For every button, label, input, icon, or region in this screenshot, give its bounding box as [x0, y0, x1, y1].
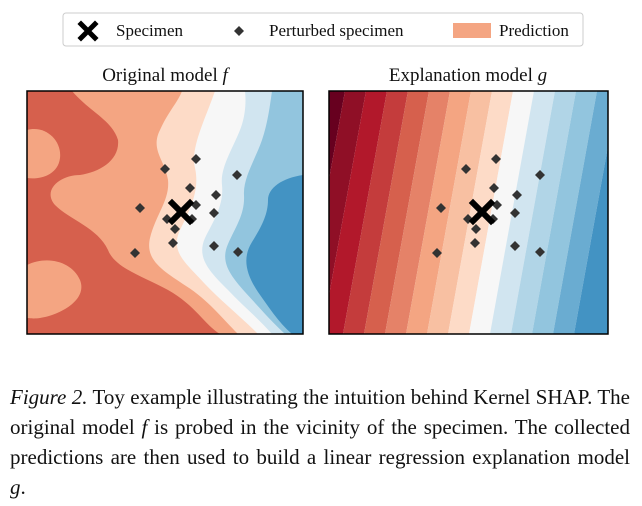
sample-diamond-icon [489, 183, 499, 193]
original-model-plot [27, 91, 303, 334]
original-model-frame [26, 90, 304, 335]
prediction-swatch-icon [453, 23, 491, 38]
specimen-x-icon [77, 20, 99, 42]
sample-diamond-icon [232, 170, 242, 180]
sample-diamond-icon [185, 183, 195, 193]
explanation-model-frame [328, 90, 609, 335]
caption-label: Figure 2. [10, 385, 88, 409]
caption-symbol-f: f [141, 415, 148, 439]
caption-text-2: is probed in the vicinity of the specime… [10, 415, 630, 469]
panel-title-original: Original model f [102, 65, 230, 86]
sample-diamond-icon [209, 208, 219, 218]
figure-illustration: Specimen Perturbed specimen Prediction O… [26, 12, 609, 335]
legend: Specimen Perturbed specimen Prediction [62, 12, 584, 47]
panel-title-explanation: Explanation model g [389, 65, 547, 86]
legend-label-prediction: Prediction [499, 21, 569, 40]
perturbed-diamond-icon [234, 26, 244, 36]
specimen-x-icon [468, 198, 496, 226]
sample-diamond-icon [209, 241, 219, 251]
sample-diamond-icon [135, 203, 145, 213]
sample-diamond-icon [170, 224, 180, 234]
figure-caption: Figure 2. Toy example illustrating the i… [10, 382, 630, 502]
sample-diamond-icon [510, 208, 520, 218]
sample-diamond-icon [512, 190, 522, 200]
caption-symbol-g: g [10, 475, 21, 499]
legend-label-perturbed: Perturbed specimen [269, 21, 404, 40]
caption-text-1: Toy example illustrating the intuition b… [10, 385, 630, 439]
sample-diamond-icon [470, 238, 480, 248]
sample-diamond-icon [211, 190, 221, 200]
sample-diamond-icon [168, 238, 178, 248]
specimen-x-icon [167, 198, 195, 226]
sample-diamond-icon [233, 247, 243, 257]
sample-diamond-icon [510, 241, 520, 251]
sample-diamond-icon [471, 224, 481, 234]
sample-diamond-icon [432, 248, 442, 258]
sample-diamond-icon [535, 170, 545, 180]
sample-diamond-icon [160, 164, 170, 174]
sample-diamond-icon [191, 154, 201, 164]
sample-diamond-icon [491, 154, 501, 164]
sample-diamond-icon [461, 164, 471, 174]
explanation-model-plot [329, 91, 608, 334]
caption-text-3: . [20, 475, 26, 499]
sample-diamond-icon [436, 203, 446, 213]
sample-diamond-icon [130, 248, 140, 258]
sample-diamond-icon [535, 247, 545, 257]
legend-label-specimen: Specimen [116, 21, 184, 40]
